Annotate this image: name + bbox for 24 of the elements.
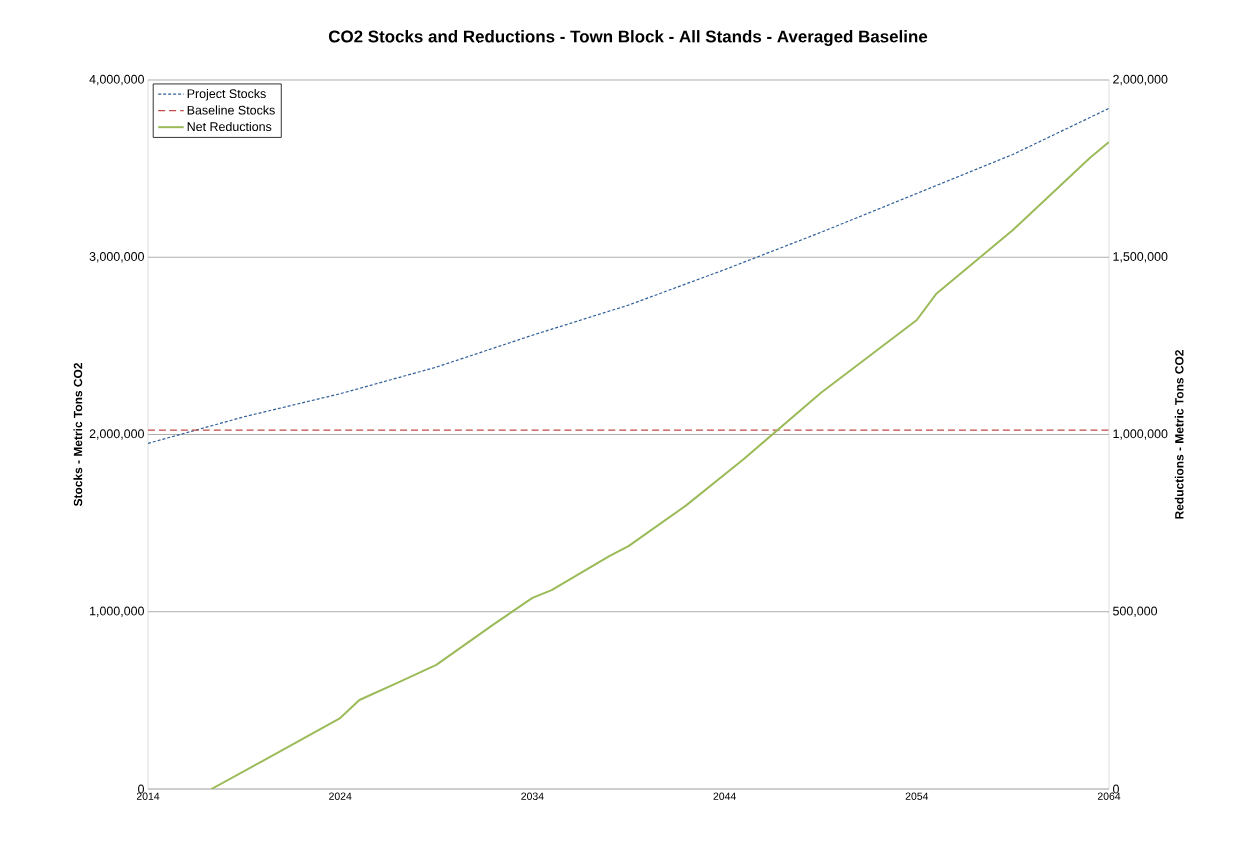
line-series xyxy=(148,107,1110,444)
y-tick-label: 0 xyxy=(138,784,144,794)
chart-title: CO2 Stocks and Reductions - Town Block - All Stands - Averaged Baseline xyxy=(328,30,928,46)
legend-label: Baseline Stocks xyxy=(187,105,275,115)
y2-tick-label: 1,000,000 xyxy=(1113,429,1168,440)
y2-tick-label: 500,000 xyxy=(1113,606,1158,617)
legend-label: Net Reductions xyxy=(187,121,272,132)
y-tick-label: 3,000,000 xyxy=(89,252,144,263)
x-tick-label: 2064 xyxy=(1097,792,1121,800)
y-tick-label: 2,000,000 xyxy=(89,429,144,440)
x-tick-label: 2024 xyxy=(329,792,352,800)
x-tick-label: 2014 xyxy=(136,792,160,800)
y2-tick-label: 0 xyxy=(1113,784,1119,794)
y2-axis-title: Reductions - Metric Tons CO2 xyxy=(1174,350,1184,519)
x-tick-label: 2034 xyxy=(521,792,544,800)
x-tick-label: 2044 xyxy=(713,792,736,800)
x-tick-label: 2054 xyxy=(905,792,929,800)
y-tick-label: 1,000,000 xyxy=(90,606,144,617)
legend-label: Project Stocks xyxy=(187,88,266,101)
y2-tick-label: 1,500,000 xyxy=(1113,252,1168,263)
y-axis-title: Stocks - Metric Tons CO2 xyxy=(73,363,83,507)
line-series xyxy=(210,141,1110,789)
y2-tick-label: 2,000,000 xyxy=(1113,74,1168,86)
y-tick-label: 4,000,000 xyxy=(89,74,144,86)
